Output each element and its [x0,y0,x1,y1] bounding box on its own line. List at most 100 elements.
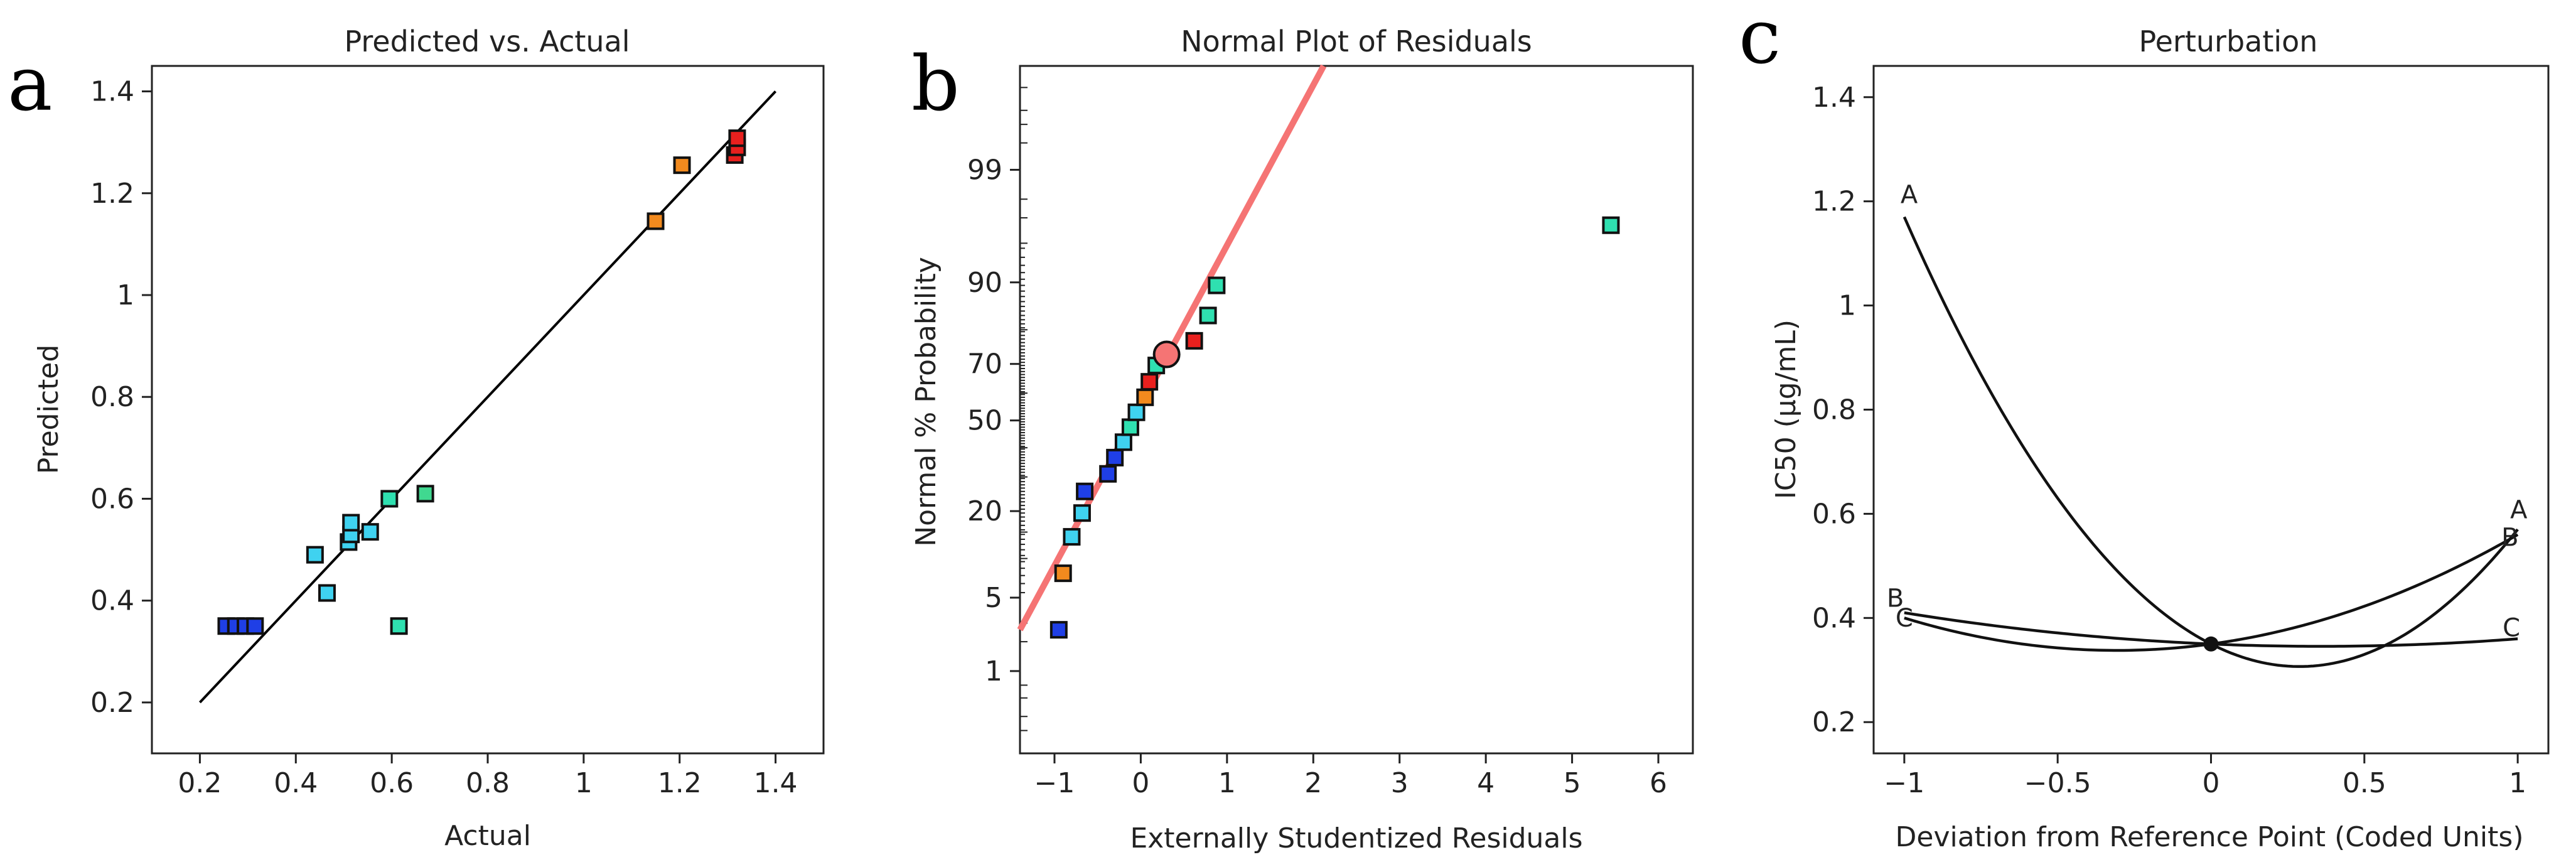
reference-line-a [198,90,777,704]
panel-letter-b: b [911,41,960,128]
x-tick-label-b: 6 [1650,767,1667,799]
data-point-b [1208,276,1226,294]
data-point-b [1099,465,1117,483]
highlight-point-b [1152,340,1181,369]
lines-a [198,90,777,704]
data-point-a [361,523,379,541]
y-tick-label-b: 50 [967,405,1002,437]
points-c [2203,636,2219,652]
data-point-a [390,617,408,635]
x-tick-label-c: −1 [1884,767,1924,799]
x-tick-label-a: 1.2 [658,767,702,799]
x-tick-label-c: −0.5 [2024,767,2091,799]
x-tick-label-a: 0.8 [466,767,510,799]
y-tick-label-b: 5 [985,582,1002,614]
chart-title-a: Predicted vs. Actual [344,24,630,58]
y-tick-label-c: 1.2 [1812,186,1856,218]
x-axis-label-a: Actual [444,820,531,852]
data-point-a [306,546,324,564]
data-point-b [1602,216,1620,234]
x-tick-label-b: 0 [1132,767,1149,799]
series-label-end-B: B [2501,524,2518,552]
reference-point-c [2203,636,2219,652]
y-tick-label-a: 0.2 [90,687,134,719]
y-tick-label-c: 1 [1838,290,1856,322]
y-tick-label-b: 1 [985,655,1002,687]
panel-b: b Normal Plot of Residuals −1 0 1 2 3 4 5 6 1 5 20… [910,24,1694,854]
y-tick-label-c: 0.8 [1812,394,1856,426]
series-line-A [1902,216,2519,668]
data-point-b [1185,331,1203,350]
y-axis-label-a: Predicted [33,345,65,475]
y-tick-label-a: 0.8 [90,381,134,413]
ticks-b: −1 0 1 2 3 4 5 6 1 5 20 50 70 90 99 [967,87,1667,799]
data-point-b [1136,388,1154,406]
y-tick-label-b: 70 [967,348,1002,380]
y-tick-label-c: 1.4 [1812,82,1856,114]
points-b [1049,216,1620,639]
y-tick-label-c: 0.2 [1812,706,1856,738]
plot-frame-b [1019,65,1694,755]
x-tick-label-a: 0.2 [178,767,222,799]
x-tick-label-b: 4 [1477,767,1495,799]
x-axis-label-c: Deviation from Reference Point (Coded Un… [1896,821,2524,853]
data-point-a [246,617,264,635]
series-label-start-B: B [1887,584,1904,613]
data-point-b [1054,564,1072,583]
y-tick-label-a: 1.4 [90,76,134,108]
panel-letter-a: a [8,41,53,128]
data-point-b [1076,482,1094,500]
x-tick-label-a: 0.6 [370,767,414,799]
y-axis-label-c: IC50 (μg/mL) [1770,320,1802,499]
data-point-a [318,584,336,602]
chart-title-b: Normal Plot of Residuals [1181,24,1532,58]
series-label-end-C: C [2503,614,2520,643]
x-axis-label-b: Externally Studentized Residuals [1130,822,1582,854]
ticks-a: 0.2 0.4 0.6 0.8 1 1.2 1.4 0.2 0.4 0.6 0.8 1 1.2 1.4 [90,76,798,799]
data-point-a [380,490,399,508]
data-point-a [673,156,691,175]
x-tick-label-a: 1 [575,767,593,799]
data-point-b [1199,306,1217,325]
series-label-start-C: C [1896,604,1913,633]
x-tick-label-c: 1 [2509,767,2526,799]
y-tick-label-c: 0.4 [1812,602,1856,634]
series-label-start-A: A [1901,181,1918,210]
y-tick-label-a: 0.4 [90,585,134,617]
data-point-a [647,212,665,230]
y-tick-label-a: 0.6 [90,483,134,515]
data-point-b [1106,448,1124,466]
data-point-a [416,485,434,503]
ticks-c: −1 −0.5 0 0.5 1 0.2 0.4 0.6 0.8 1 1.2 1.4 [1812,82,2526,799]
y-tick-label-b: 20 [967,495,1002,527]
x-tick-label-b: −1 [1034,767,1075,799]
points-a [217,129,746,635]
data-point-b [1140,373,1159,391]
plot-frame-a [151,65,825,755]
series-line-B [1904,533,2519,652]
y-tick-label-a: 1.2 [90,178,134,210]
x-tick-label-a: 0.4 [274,767,318,799]
data-point-b [1049,621,1068,639]
y-axis-label-b: Normal % Probability [910,257,942,547]
panel-c: c Perturbation −1 −0.5 0 0.5 1 0.2 0.4 0.6 0.8 1 1… [1739,0,2550,853]
data-point-b [1127,403,1146,421]
chart-title-c: Perturbation [2139,24,2318,58]
data-point-a [728,129,746,148]
y-tick-label-b: 90 [967,267,1002,299]
y-tick-label-a: 1 [117,279,134,311]
x-tick-label-b: 2 [1304,767,1322,799]
y-tick-label-c: 0.6 [1812,498,1856,530]
panel-letter-c: c [1739,0,1781,81]
x-tick-label-c: 0.5 [2343,767,2386,799]
x-tick-label-b: 5 [1564,767,1581,799]
x-tick-label-b: 3 [1391,767,1409,799]
data-point-b [1073,504,1091,522]
data-point-b [1063,528,1081,546]
data-point-b [1114,433,1132,451]
x-tick-label-a: 1.4 [754,767,798,799]
y-tick-label-b: 99 [967,154,1002,186]
data-point-b [1121,418,1139,436]
